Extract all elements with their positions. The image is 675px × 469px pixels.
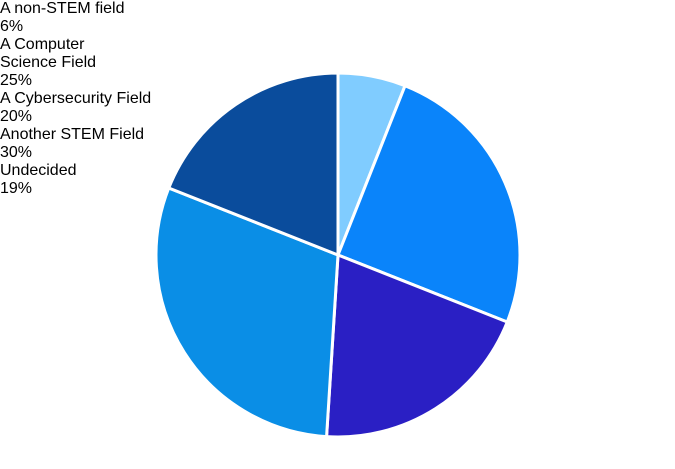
category-label: Another STEM Field xyxy=(0,126,145,143)
category-label: Undecided xyxy=(0,162,77,179)
slice-label: A Cybersecurity Field 20% xyxy=(0,90,155,126)
value-label: 6% xyxy=(0,18,24,35)
value-label: 20% xyxy=(0,108,33,125)
category-label: A non-STEM field xyxy=(0,0,125,17)
pie-slice xyxy=(154,186,340,439)
slice-label: Undecided 19% xyxy=(0,162,675,198)
slice-label: Another STEM Field 30% xyxy=(0,126,145,162)
value-label: 30% xyxy=(0,144,33,161)
slice-label: A Computer Science Field 25% xyxy=(0,36,135,90)
category-label: A Computer Science Field xyxy=(0,36,97,71)
value-label: 19% xyxy=(0,180,33,197)
pie-slice xyxy=(324,252,510,439)
pie-slice xyxy=(166,71,340,258)
slice-label: A non-STEM field 6% xyxy=(0,0,675,36)
value-label: 25% xyxy=(0,72,33,89)
pie-slice xyxy=(336,83,522,324)
category-label: A Cybersecurity Field xyxy=(0,90,152,107)
